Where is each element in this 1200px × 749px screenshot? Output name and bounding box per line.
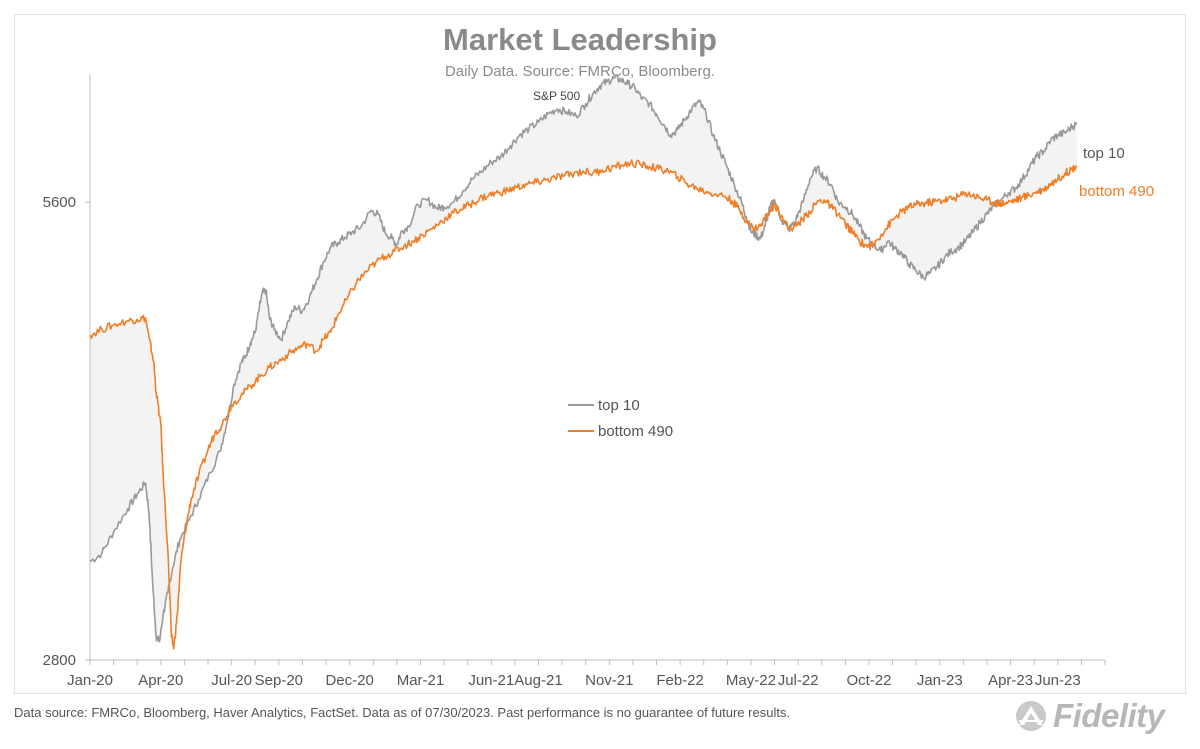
legend-entry-bottom490: bottom 490: [568, 418, 673, 444]
legend-label-top10: top 10: [598, 396, 640, 414]
x-tick-label: May-22: [726, 672, 776, 689]
footer-note: Data source: FMRCo, Bloomberg, Haver Ana…: [14, 705, 791, 720]
y-tick-label: 5600: [43, 194, 76, 211]
x-tick-label: Feb-22: [656, 672, 704, 689]
gap-fill-area: [90, 77, 1077, 649]
x-tick-label: Jun-23: [1035, 672, 1081, 689]
chart-frame: [14, 14, 1186, 694]
x-tick-label: Oct-22: [846, 672, 891, 689]
series-layer: [89, 74, 1078, 650]
x-tick-label: Jan-23: [917, 672, 963, 689]
x-tick-label: Jan-20: [67, 672, 113, 689]
chart-subtitle: Daily Data. Source: FMRCo, Bloomberg.: [444, 63, 716, 80]
sp500-annotation: S&P 500: [533, 89, 581, 103]
end-label-top10: top 10: [1083, 145, 1125, 162]
x-tick-label: Mar-21: [397, 672, 445, 689]
x-tick-label: Aug-21: [514, 672, 562, 689]
fidelity-pyramid-icon: [1016, 701, 1046, 731]
legend-swatch-bottom490: [568, 430, 594, 432]
x-tick-label: Apr-23: [988, 672, 1033, 689]
legend-entry-top10: top 10: [568, 392, 673, 418]
series-line-bottom490: [89, 159, 1078, 650]
x-tick-label: Jul-22: [778, 672, 819, 689]
chart-legend: top 10 bottom 490: [568, 392, 673, 444]
chart-title: Market Leadership: [443, 22, 717, 57]
legend-swatch-top10: [568, 404, 594, 406]
fidelity-logo: Fidelity: [1013, 696, 1191, 736]
y-tick-label: 2800: [43, 652, 76, 669]
x-tick-label: Sep-20: [255, 672, 303, 689]
series-line-top10: [89, 74, 1078, 643]
axes-layer: 2800 5600 Jan-20 Apr-20 Jul-20 Sep-20 Dec-20 Ma…: [43, 74, 1106, 689]
x-tick-label: Dec-20: [325, 672, 373, 689]
fidelity-logo-text: Fidelity: [1053, 697, 1165, 734]
x-tick-label: Jun-21: [468, 672, 514, 689]
end-label-bottom490: bottom 490: [1079, 183, 1155, 200]
legend-label-bottom490: bottom 490: [598, 422, 674, 440]
x-tick-label: Jul-20: [211, 672, 252, 689]
x-tick-label: Nov-21: [585, 672, 633, 689]
gap-fill-layer: [90, 77, 1077, 649]
x-tick-label: Apr-20: [138, 672, 183, 689]
